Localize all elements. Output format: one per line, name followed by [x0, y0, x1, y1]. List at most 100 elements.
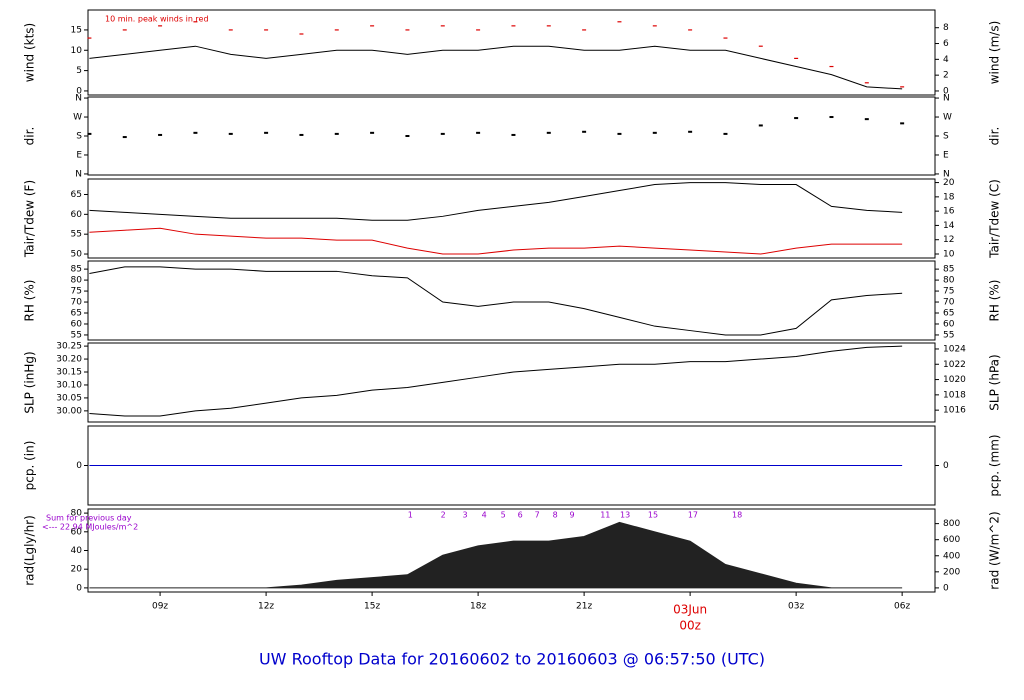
y-tick-label: 65	[71, 190, 82, 200]
x-tick-label: 15z	[364, 602, 380, 612]
panel-frame	[87, 9, 936, 96]
hour-mark: 13	[620, 511, 630, 520]
y2-tick-label: S	[943, 132, 949, 142]
dir-point	[158, 133, 163, 136]
line	[89, 182, 903, 221]
y2-tick-label: W	[943, 113, 952, 123]
y2-tick-label: 80	[943, 276, 955, 286]
y-tick-label: 0	[76, 583, 82, 593]
dir-point	[511, 133, 516, 136]
y-axis-title: RH (%)	[23, 280, 37, 322]
y-tick-label: 60	[71, 527, 83, 537]
hour-mark: 17	[688, 511, 698, 520]
y2-axis-title: pcp. (mm)	[988, 434, 1002, 496]
hour-mark: 1	[408, 511, 413, 520]
dir-point	[440, 132, 445, 135]
y2-axis-title: dir.	[988, 127, 1002, 146]
y-tick-label: 30.10	[56, 380, 82, 390]
x-tick-label: 06z	[894, 602, 910, 612]
y-tick-label: 5	[76, 66, 82, 76]
dir-point	[617, 132, 622, 135]
y2-tick-label: 2	[943, 71, 949, 81]
y2-tick-label: E	[943, 150, 949, 160]
line	[89, 227, 903, 255]
y2-tick-label: 60	[943, 319, 955, 329]
y2-axis-title: RH (%)	[988, 280, 1002, 322]
y-tick-label: 10	[71, 46, 83, 56]
y2-tick-label: 4	[943, 55, 949, 65]
y2-tick-label: 18	[943, 192, 955, 202]
y-axis-title: Tair/Tdew (F)	[23, 180, 37, 258]
x-tick-label: 09z	[152, 602, 168, 612]
dir-point	[652, 131, 657, 134]
y2-tick-label: 85	[943, 265, 954, 275]
hour-mark: 11	[600, 511, 610, 520]
y2-tick-label: 1020	[943, 375, 966, 385]
y2-tick-label: 400	[943, 551, 960, 561]
dir-point	[370, 131, 375, 134]
hour-mark: 2	[441, 511, 446, 520]
y-tick-label: N	[75, 94, 82, 104]
panel-frame	[87, 178, 936, 259]
y2-tick-label: 0	[943, 583, 949, 593]
y-tick-label: 30.20	[56, 355, 82, 365]
annotation: <--- 22.94 MJoules/m^2	[42, 523, 138, 532]
dir-point	[405, 135, 410, 137]
panel-frame	[87, 342, 936, 423]
y-tick-label: 60	[71, 210, 83, 220]
y-tick-label: 70	[71, 298, 83, 308]
hour-mark: 5	[501, 511, 506, 520]
line	[89, 45, 903, 90]
dir-point	[688, 130, 693, 133]
y-tick-label: 55	[71, 230, 82, 240]
y-tick-label: 40	[71, 546, 83, 556]
y-tick-label: 15	[71, 25, 82, 35]
y-tick-label: 0	[76, 461, 82, 471]
x-tick-label: 12z	[258, 602, 274, 612]
hour-mark: 4	[482, 511, 487, 520]
y-tick-label: 30.25	[56, 342, 82, 352]
hour-mark: 8	[553, 511, 558, 520]
y-tick-label: W	[73, 113, 82, 123]
y2-axis-title: rad (W/m^2)	[988, 511, 1002, 589]
hour-mark: 15	[648, 511, 658, 520]
y-tick-label: E	[76, 150, 82, 160]
y2-tick-label: 12	[943, 235, 954, 245]
panel-frame	[87, 260, 936, 341]
y-tick-label: 0	[76, 86, 82, 96]
y2-tick-label: 16	[943, 207, 955, 217]
date-annotation: 03Jun	[673, 603, 707, 617]
dir-point	[228, 132, 233, 135]
y-tick-label: 20	[71, 565, 83, 575]
dir-point	[193, 131, 198, 134]
y-tick-label: 80	[71, 276, 83, 286]
dir-point	[829, 116, 834, 119]
dir-point	[264, 131, 269, 134]
y2-tick-label: 1016	[943, 406, 966, 416]
y-tick-label: 30.05	[56, 393, 82, 403]
y2-tick-label: 14	[943, 221, 955, 231]
y2-tick-label: 800	[943, 519, 960, 529]
y2-tick-label: N	[943, 169, 950, 179]
y2-tick-label: 1024	[943, 344, 966, 354]
y-tick-label: 50	[71, 250, 83, 260]
dir-point	[476, 131, 481, 134]
annotation: 10 min. peak winds in red	[105, 15, 209, 24]
y-tick-label: 85	[71, 265, 82, 275]
y2-tick-label: 200	[943, 567, 960, 577]
y2-axis-title: wind (m/s)	[988, 21, 1002, 85]
y2-tick-label: 1022	[943, 360, 966, 370]
y-axis-title: pcp. (in)	[23, 441, 37, 491]
y2-tick-label: 600	[943, 535, 960, 545]
y-tick-label: 30.15	[56, 368, 82, 378]
y-tick-label: 30.00	[56, 406, 82, 416]
y-axis-title: dir.	[23, 127, 37, 146]
y2-tick-label: 8	[943, 23, 949, 33]
panel-frame	[87, 96, 936, 176]
y-tick-label: 60	[71, 319, 83, 329]
y2-axis-title: SLP (hPa)	[988, 354, 1002, 410]
hour-mark: 6	[518, 511, 523, 520]
y2-tick-label: 65	[943, 309, 954, 319]
